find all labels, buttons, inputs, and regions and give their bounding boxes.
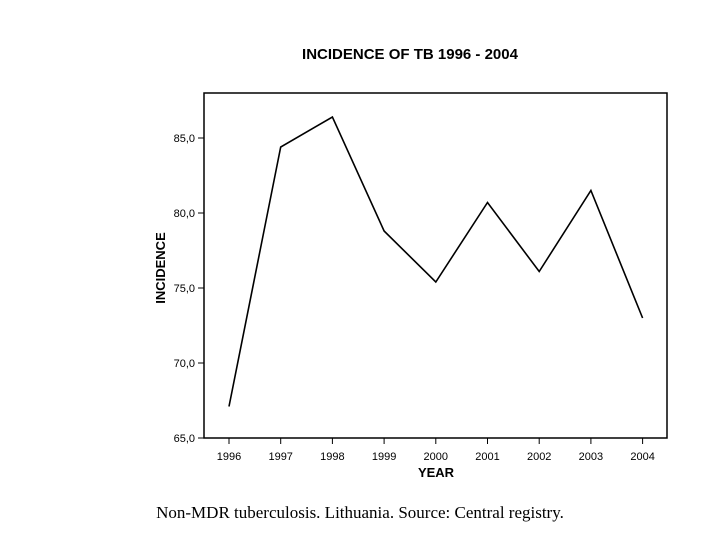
y-axis-label: INCIDENCE: [153, 232, 168, 304]
y-tick-label: 70,0: [174, 358, 195, 370]
figure-caption: Non-MDR tuberculosis. Lithuania. Source:…: [156, 503, 564, 522]
x-tick-label: 1998: [320, 451, 344, 463]
x-axis: 1996 1997 1998 1999 2000 2001 2002 2003 2004: [217, 438, 655, 463]
plot-frame: [203, 92, 668, 439]
series-line-incidence: [228, 115, 644, 407]
x-axis-label: YEAR: [418, 465, 455, 480]
chart-title: INCIDENCE OF TB 1996 - 2004: [302, 46, 519, 63]
x-tick-label: 1996: [217, 451, 241, 463]
x-tick-label: 2001: [475, 451, 499, 463]
line-chart: INCIDENCE OF TB 1996 - 2004 65,0 70,0 75,0…: [153, 46, 668, 480]
chart-container: INCIDENCE OF TB 1996 - 2004 65,0 70,0 75,0…: [153, 46, 668, 480]
x-tick-label: 2000: [424, 451, 448, 463]
x-tick-label: 1999: [372, 451, 396, 463]
x-tick-label: 2004: [630, 451, 654, 463]
x-tick-label: 2002: [527, 451, 551, 463]
y-axis: 65,0 70,0 75,0 80,0 85,0: [174, 133, 204, 445]
y-tick-label: 85,0: [174, 133, 195, 145]
y-tick-label: 80,0: [174, 208, 195, 220]
y-tick-label: 65,0: [174, 433, 195, 445]
y-tick-label: 75,0: [174, 283, 195, 295]
x-tick-label: 2003: [579, 451, 603, 463]
x-tick-label: 1997: [268, 451, 292, 463]
